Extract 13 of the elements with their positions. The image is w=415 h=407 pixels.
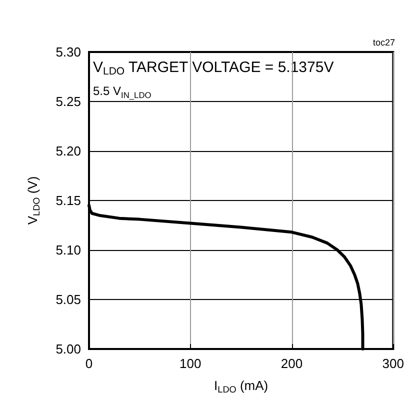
text: toc27 xyxy=(372,38,396,48)
y-tick-label: 5.00 xyxy=(56,342,81,356)
y-tick-label: 5.05 xyxy=(56,292,81,307)
y-axis-title: VLDO (V) xyxy=(25,176,42,225)
x-tick-label: 200 xyxy=(280,356,303,371)
y-tick-label: 5.20 xyxy=(56,144,81,158)
x-tick-label: 0 xyxy=(85,356,93,371)
x-tick-label: 300 xyxy=(382,356,404,371)
x-tick-label: 100 xyxy=(180,356,202,371)
y-tick-label: 5.10 xyxy=(56,242,81,258)
y-tick-label: 5.25 xyxy=(56,94,81,109)
y-tick-label: 5.15 xyxy=(56,193,81,208)
y-tick-label: 5.30 xyxy=(56,44,81,60)
